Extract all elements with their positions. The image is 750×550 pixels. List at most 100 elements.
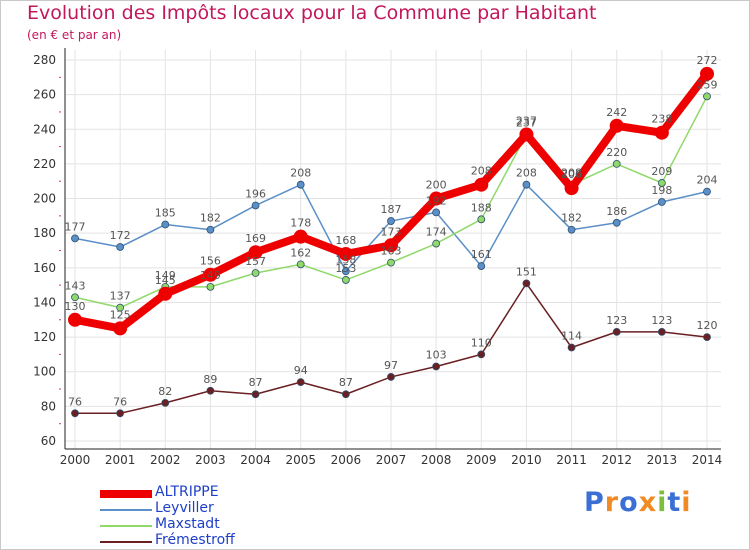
data-label-leyviller: 198 xyxy=(651,184,672,197)
data-point-leyviller xyxy=(161,220,170,229)
data-point-leyviller xyxy=(477,262,486,270)
data-label-altrippe: 242 xyxy=(606,106,627,119)
data-label-maxstadt: 163 xyxy=(381,245,402,258)
data-point-leyviller xyxy=(703,187,711,196)
data-point-altrippe xyxy=(519,127,534,142)
data-label-maxstadt: 162 xyxy=(290,246,311,259)
y-tick-label: 180 xyxy=(33,226,56,240)
data-label-maxstadt: 153 xyxy=(335,262,356,275)
data-point-altrippe xyxy=(429,191,444,206)
data-label-leyviller: 208 xyxy=(516,167,537,180)
data-point-fr-mestroff xyxy=(703,333,711,341)
data-point-maxstadt xyxy=(612,160,621,168)
data-label-altrippe: 130 xyxy=(65,300,86,313)
data-point-leyviller xyxy=(341,267,350,276)
data-point-fr-mestroff xyxy=(477,350,486,359)
proxiti-logo: Proxiti xyxy=(584,487,692,518)
data-point-altrippe xyxy=(564,181,579,196)
data-label-altrippe: 237 xyxy=(516,114,537,127)
data-point-maxstadt xyxy=(116,303,125,312)
data-label-altrippe: 200 xyxy=(426,179,447,192)
data-label-fr-mestroff: 120 xyxy=(697,319,718,332)
data-point-leyviller xyxy=(612,218,621,227)
data-point-fr-mestroff xyxy=(251,390,260,399)
data-label-altrippe: 238 xyxy=(651,113,672,126)
data-label-fr-mestroff: 123 xyxy=(606,314,627,327)
x-tick-label: 2003 xyxy=(195,453,226,467)
data-label-leyviller: 158 xyxy=(335,253,356,266)
data-point-fr-mestroff xyxy=(657,327,666,336)
data-point-fr-mestroff xyxy=(116,409,125,418)
data-label-fr-mestroff: 87 xyxy=(339,376,353,389)
data-label-leyviller: 187 xyxy=(381,203,402,216)
data-label-maxstadt: 259 xyxy=(697,78,718,91)
data-label-fr-mestroff: 76 xyxy=(68,395,82,408)
data-label-fr-mestroff: 103 xyxy=(426,349,447,362)
x-tick-label: 2011 xyxy=(556,453,587,467)
data-label-leyviller: 196 xyxy=(245,187,266,200)
data-label-leyviller: 185 xyxy=(155,207,176,220)
x-tick-label: 2001 xyxy=(105,453,136,467)
data-labels: 177 172 185 182 196 208 158 187 192 161 208 182 186 1… xyxy=(65,54,718,408)
legend-label: Frémestroff xyxy=(155,532,235,548)
chart-title: Evolution des Impôts locaux pour la Comm… xyxy=(27,2,597,24)
data-point-altrippe xyxy=(474,177,489,192)
data-label-leyviller: 192 xyxy=(426,194,447,207)
data-label-maxstadt: 237 xyxy=(516,116,537,129)
data-point-maxstadt xyxy=(71,293,79,302)
data-label-altrippe: 206 xyxy=(561,168,582,181)
data-label-altrippe: 168 xyxy=(335,234,356,247)
data-label-fr-mestroff: 82 xyxy=(158,385,172,398)
data-label-fr-mestroff: 89 xyxy=(203,373,217,386)
data-label-fr-mestroff: 97 xyxy=(384,359,398,372)
data-point-leyviller xyxy=(657,198,666,206)
x-tick-label: 2013 xyxy=(647,453,678,467)
data-label-leyviller: 161 xyxy=(471,248,492,261)
data-point-fr-mestroff xyxy=(387,373,395,381)
data-point-leyviller xyxy=(387,217,395,225)
data-label-maxstadt: 149 xyxy=(200,269,221,282)
data-point-fr-mestroff xyxy=(341,390,350,399)
x-tick-label: 2012 xyxy=(601,453,632,467)
legend-label: Maxstadt xyxy=(155,516,220,532)
data-point-maxstadt xyxy=(387,258,395,267)
data-point-leyviller xyxy=(522,180,531,189)
data-point-altrippe xyxy=(158,286,173,301)
data-label-fr-mestroff: 76 xyxy=(113,395,127,408)
data-label-leyviller: 204 xyxy=(697,174,718,187)
data-point-altrippe xyxy=(700,66,714,81)
data-point-altrippe xyxy=(654,125,669,140)
data-point-fr-mestroff xyxy=(296,378,305,387)
data-point-leyviller xyxy=(432,208,441,217)
logo-letter: P xyxy=(584,487,605,518)
data-point-fr-mestroff xyxy=(161,398,170,407)
data-label-fr-mestroff: 87 xyxy=(249,376,263,389)
data-point-altrippe xyxy=(248,245,263,260)
data-point-maxstadt xyxy=(703,92,711,101)
data-point-fr-mestroff xyxy=(71,409,79,418)
data-label-leyviller: 186 xyxy=(606,205,627,218)
x-tick-label: 2000 xyxy=(60,453,91,467)
x-tick-label: 2009 xyxy=(466,453,497,467)
data-label-leyviller: 172 xyxy=(110,229,131,242)
logo-letter: t xyxy=(667,487,682,518)
data-label-maxstadt: 143 xyxy=(65,279,86,292)
data-point-maxstadt xyxy=(251,269,260,277)
data-label-leyviller: 182 xyxy=(200,212,221,225)
data-label-fr-mestroff: 94 xyxy=(294,364,308,377)
legend-swatch xyxy=(100,490,152,498)
data-label-maxstadt: 188 xyxy=(471,201,492,214)
logo-letter: o xyxy=(619,487,639,518)
data-point-maxstadt xyxy=(341,276,350,284)
data-label-fr-mestroff: 151 xyxy=(516,265,537,278)
data-point-fr-mestroff xyxy=(567,343,576,352)
y-tick-label: 100 xyxy=(33,365,56,379)
data-point-altrippe xyxy=(609,118,624,133)
data-label-maxstadt: 220 xyxy=(606,146,627,159)
data-point-leyviller xyxy=(71,234,79,243)
data-point-fr-mestroff xyxy=(522,279,531,288)
data-point-altrippe xyxy=(113,321,128,336)
data-label-fr-mestroff: 110 xyxy=(471,336,492,349)
x-tick-label: 2006 xyxy=(331,453,362,467)
